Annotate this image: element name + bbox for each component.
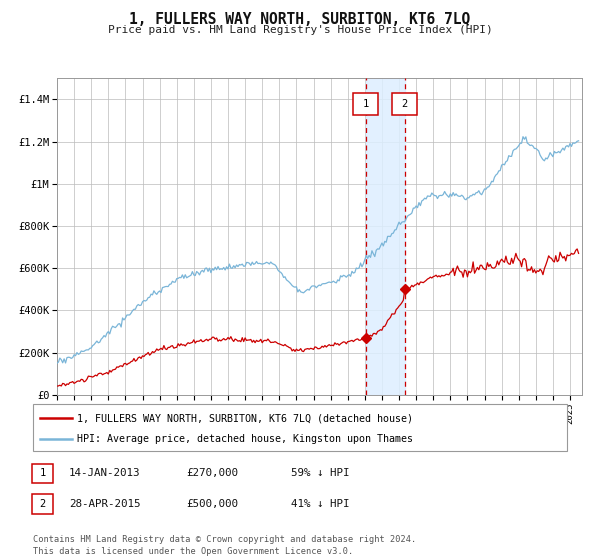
Text: 41% ↓ HPI: 41% ↓ HPI [291,499,349,509]
Text: 1, FULLERS WAY NORTH, SURBITON, KT6 7LQ (detached house): 1, FULLERS WAY NORTH, SURBITON, KT6 7LQ … [77,413,413,423]
Text: 14-JAN-2013: 14-JAN-2013 [69,468,140,478]
Text: £500,000: £500,000 [186,499,238,509]
Text: Price paid vs. HM Land Registry's House Price Index (HPI): Price paid vs. HM Land Registry's House … [107,25,493,35]
Text: 1, FULLERS WAY NORTH, SURBITON, KT6 7LQ: 1, FULLERS WAY NORTH, SURBITON, KT6 7LQ [130,12,470,27]
Text: £270,000: £270,000 [186,468,238,478]
Text: HPI: Average price, detached house, Kingston upon Thames: HPI: Average price, detached house, King… [77,434,413,444]
Text: 1: 1 [362,99,368,109]
Text: 59% ↓ HPI: 59% ↓ HPI [291,468,349,478]
Text: 28-APR-2015: 28-APR-2015 [69,499,140,509]
Text: 2: 2 [40,499,46,509]
Text: 1: 1 [40,468,46,478]
Bar [365,78,404,395]
Text: Contains HM Land Registry data © Crown copyright and database right 2024.
This d: Contains HM Land Registry data © Crown c… [33,535,416,556]
Text: 2: 2 [401,99,408,109]
